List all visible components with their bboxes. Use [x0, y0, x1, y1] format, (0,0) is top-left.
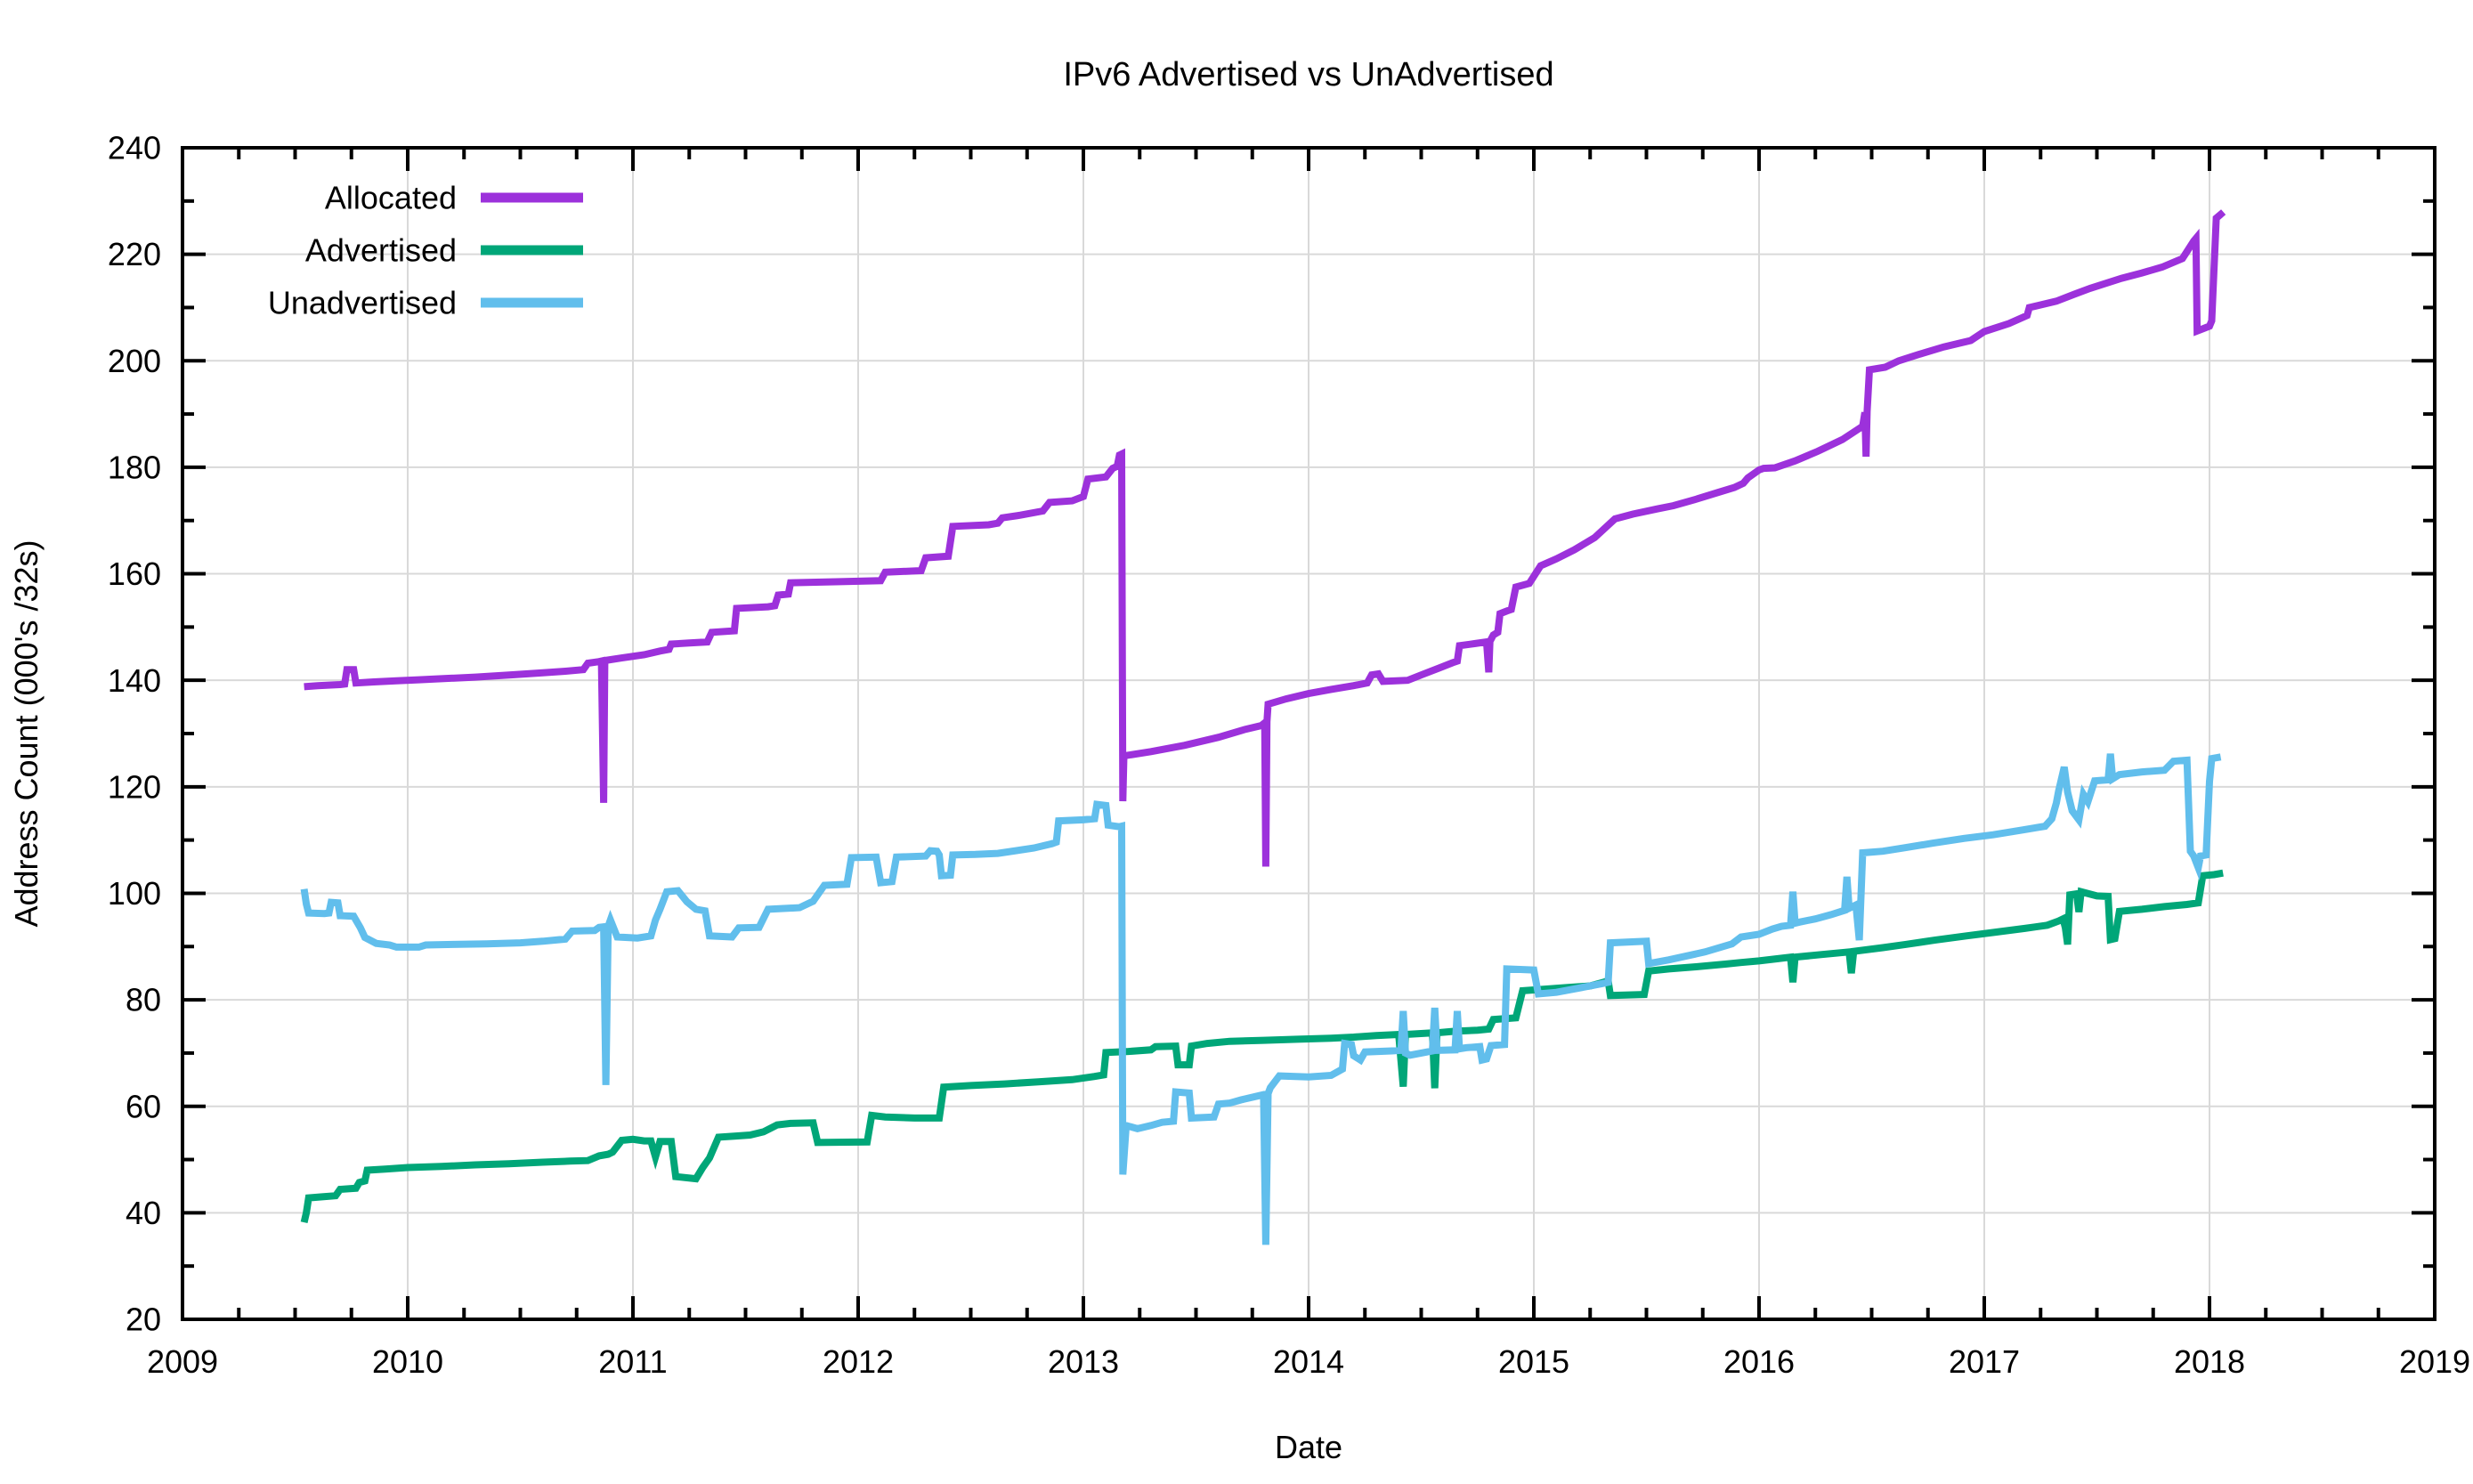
y-tick-label: 120 [108, 768, 161, 805]
series-advertised [300, 869, 2224, 1224]
legend-label-unadvertised: Unadvertised [268, 285, 457, 321]
y-tick-label: 40 [126, 1195, 161, 1231]
x-tick-label: 2018 [2174, 1343, 2245, 1380]
x-tick-label: 2017 [1949, 1343, 2020, 1380]
legend-layer: Allocated Advertised Unadvertised [268, 180, 583, 321]
series-unadvertised [300, 753, 2222, 1245]
x-tick-label: 2011 [598, 1343, 667, 1380]
grid-layer [182, 147, 2436, 1320]
y-tick-label: 20 [126, 1302, 161, 1338]
y-axis-label: Address Count (000's /32s) [8, 539, 45, 927]
y-tick-label: 80 [126, 982, 161, 1018]
x-tick-label: 2009 [147, 1343, 218, 1380]
legend-label-advertised: Advertised [305, 232, 457, 269]
y-tick-label: 220 [108, 236, 161, 272]
x-axis-label: Date [1275, 1429, 1342, 1465]
y-tick-label: 240 [108, 130, 161, 166]
y-tick-label: 100 [108, 875, 161, 912]
tick-label-layer: 2009 2010 2011 2012 2013 2014 2015 2016 2017 2018… [108, 130, 2470, 1380]
x-tick-label: 2014 [1273, 1343, 1344, 1380]
x-tick-label: 2015 [1498, 1343, 1569, 1380]
axis-layer [181, 146, 2437, 1321]
x-tick-label: 2010 [372, 1343, 443, 1380]
y-tick-label: 160 [108, 555, 161, 592]
legend-label-allocated: Allocated [325, 180, 457, 216]
series-allocated [304, 209, 2226, 867]
chart-title: IPv6 Advertised vs UnAdvertised [1063, 56, 1553, 93]
x-tick-label: 2016 [1723, 1343, 1795, 1380]
y-tick-label: 200 [108, 343, 161, 379]
x-tick-label: 2012 [823, 1343, 894, 1380]
series-layer [300, 209, 2226, 1245]
y-tick-label: 140 [108, 662, 161, 699]
y-tick-label: 180 [108, 450, 161, 486]
y-tick-label: 60 [126, 1088, 161, 1124]
x-tick-label: 2019 [2399, 1343, 2470, 1380]
x-tick-label: 2013 [1048, 1343, 1119, 1380]
